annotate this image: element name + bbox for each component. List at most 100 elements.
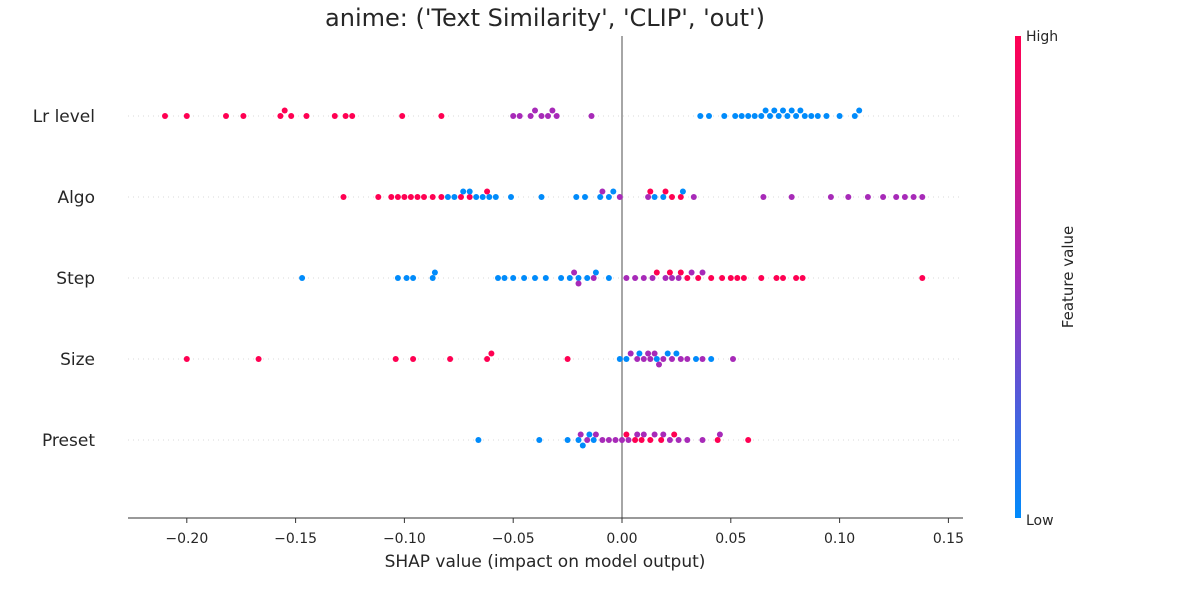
data-point [684,437,691,443]
data-point [616,356,623,362]
data-point [699,269,706,276]
data-point [527,113,534,119]
data-point [627,350,634,357]
data-point [458,194,464,200]
data-point [605,275,612,281]
data-point [640,356,647,362]
data-point [901,194,908,200]
data-point [751,113,758,119]
data-point [394,194,401,200]
data-point [592,269,599,276]
data-point [719,275,726,281]
data-point [394,275,401,281]
data-point [740,275,747,281]
data-point [492,194,499,200]
data-point [669,194,675,200]
data-point [451,194,458,200]
feature-label: Step [56,269,95,289]
data-point [573,194,580,200]
data-point [780,107,786,114]
data-point [645,350,652,357]
chart-title: anime: ('Text Similarity', 'CLIP', 'out'… [325,4,765,32]
data-point [584,437,591,443]
data-point [538,194,545,200]
data-point [466,194,473,200]
data-point [590,437,597,443]
x-tick-label: −0.05 [492,531,535,547]
data-point [612,437,619,443]
data-point [721,113,728,119]
feature-label: Lr level [33,107,95,127]
data-point [429,275,436,281]
data-point [625,437,632,443]
data-point [673,350,680,357]
data-point [460,188,467,195]
data-point [584,275,591,281]
x-tick-label: −0.10 [383,531,426,547]
data-point [647,356,654,362]
data-point [647,188,654,195]
data-point [566,275,573,281]
data-point [699,356,706,362]
data-point [662,275,669,281]
data-point [634,431,641,438]
data-point [553,113,560,119]
data-point [799,275,806,281]
data-point [444,194,451,200]
data-point [919,275,926,281]
data-point [619,437,625,443]
data-point [827,194,834,200]
data-point [299,275,306,281]
data-point [501,275,508,281]
x-axis-label: SHAP value (impact on model output) [385,552,706,572]
data-point [414,194,421,200]
data-point [675,275,682,281]
data-point [688,269,695,276]
x-tick-label: −0.20 [165,531,208,547]
data-point [660,194,667,200]
data-point [780,275,786,281]
data-point [823,113,830,119]
data-point [653,269,660,276]
data-point [653,356,660,362]
data-point [516,113,523,119]
data-point [545,113,551,119]
data-point [662,188,669,195]
data-point [679,188,686,195]
data-point [677,356,684,362]
x-tick-label: −0.15 [274,531,317,547]
data-point [392,356,399,362]
data-point [649,275,656,281]
data-point [388,194,395,200]
data-point [730,356,736,362]
data-point [714,437,721,443]
data-point [634,356,641,362]
data-point [745,113,752,119]
data-point [623,356,630,362]
data-point [864,194,871,200]
data-point [708,356,715,362]
data-point [586,431,593,438]
data-point [510,275,517,281]
data-point [575,280,582,287]
data-point [183,356,190,362]
data-point [651,194,658,200]
data-point [880,194,887,200]
data-point [845,194,852,200]
data-point [616,194,623,200]
data-point [677,269,684,276]
data-point [671,431,678,438]
data-point [447,356,454,362]
x-tick-label: 0.10 [824,531,855,547]
colorbar [1015,36,1021,518]
data-point [656,361,662,368]
data-point [303,113,310,119]
data-point [801,113,808,119]
data-point [784,113,791,119]
data-point [521,275,528,281]
data-point [582,194,588,200]
data-point [666,437,673,443]
data-point [466,188,473,195]
data-point [623,275,630,281]
data-point [732,113,739,119]
